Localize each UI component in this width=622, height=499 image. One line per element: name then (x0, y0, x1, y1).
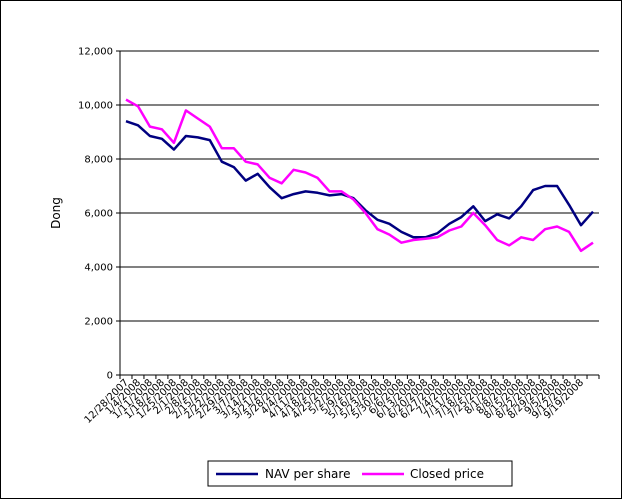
y-tick-label: 2,000 (84, 317, 113, 328)
x-tick-labels: 12/28/20071/4/20081/11/20081/18/20081/25… (83, 375, 600, 426)
y-tick-label: 4,000 (84, 263, 113, 274)
y-axis-title: Dong (49, 197, 63, 229)
series-line-closed-price (125, 98, 594, 253)
y-tick-label: 10,000 (78, 101, 113, 112)
legend-label-nav: NAV per share (265, 467, 350, 481)
legend: NAV per share Closed price (207, 460, 513, 487)
series-lines (125, 98, 594, 253)
y-tick-label: 8,000 (84, 155, 113, 166)
y-tick-label: 6,000 (84, 209, 113, 220)
y-tick-label: 0 (107, 371, 113, 382)
y-tick-labels: 0 2,000 4,000 6,000 8,000 10,000 12,000 (78, 47, 120, 382)
gridlines (120, 50, 599, 322)
legend-label-closed-price: Closed price (410, 467, 484, 481)
y-tick-label: 12,000 (78, 47, 113, 58)
legend-box (207, 460, 513, 487)
series-line-nav-per-share (125, 120, 594, 239)
